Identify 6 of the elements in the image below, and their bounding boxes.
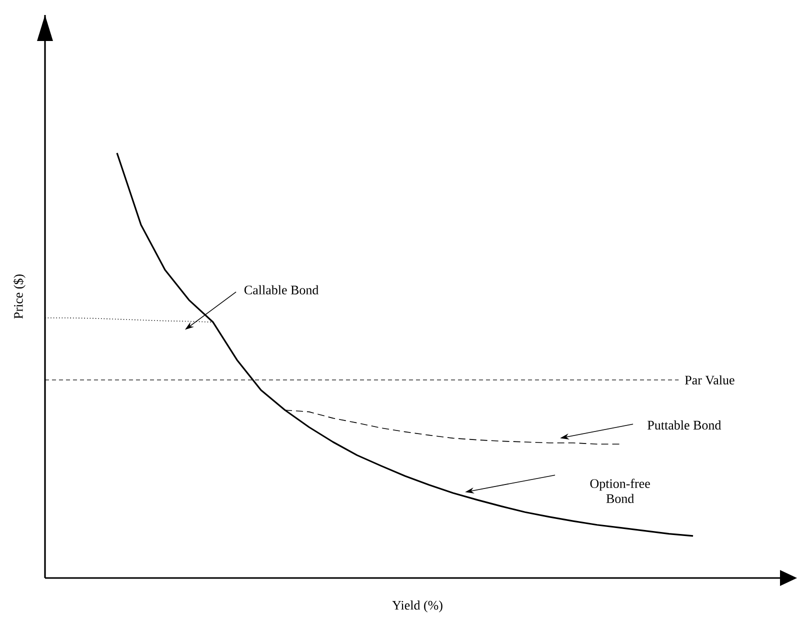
x-axis-title: Yield (%) (392, 600, 442, 612)
ref-line-label: Par Value (684, 375, 734, 385)
text: Callable Bond (244, 285, 319, 294)
series-label: Option-free Bond (590, 478, 650, 504)
text: Puttable Bond (648, 420, 722, 430)
y-axis-title: Price ($) (13, 274, 26, 319)
